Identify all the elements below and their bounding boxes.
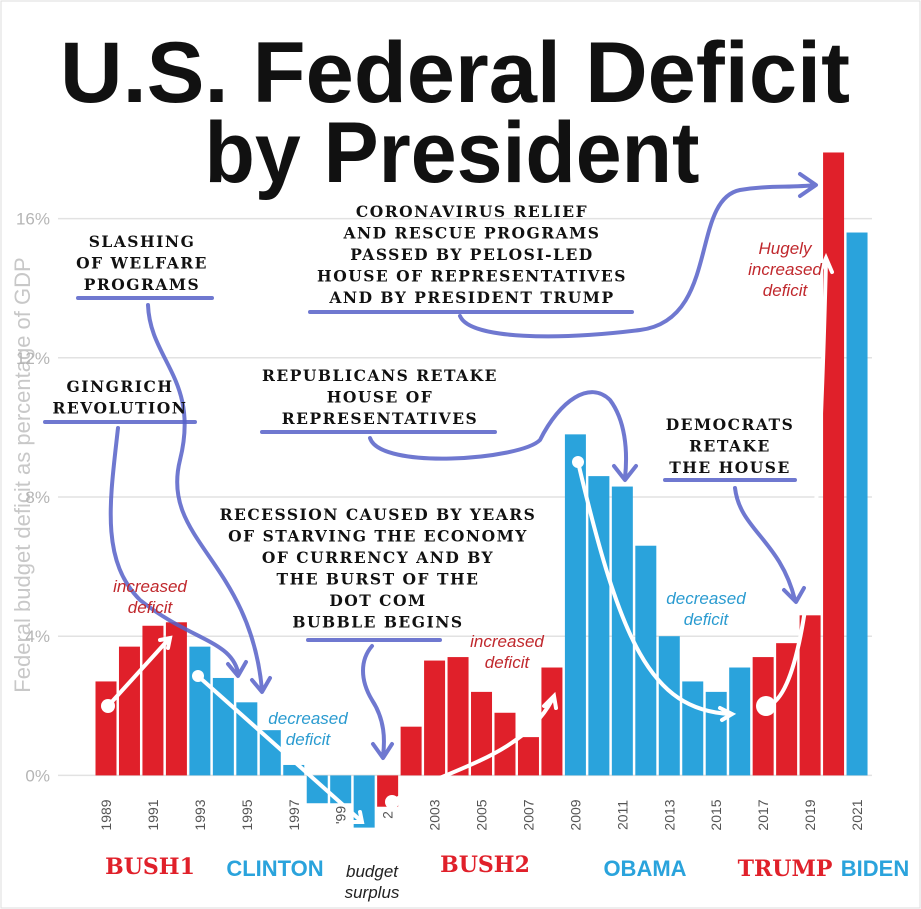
x-tick-label: 2013 <box>661 799 677 830</box>
y-tick-label: 4% <box>25 627 50 646</box>
bar <box>588 476 610 776</box>
annotation-text: OF WELFARE <box>76 254 208 273</box>
president-label: CLINTON <box>226 856 323 881</box>
annotation-text: REPUBLICANS RETAKE <box>262 366 498 385</box>
y-tick-label: 12% <box>16 349 50 368</box>
bar <box>611 486 633 776</box>
annotation-text: BUBBLE BEGINS <box>292 613 463 632</box>
x-tick-label: 2015 <box>708 799 724 830</box>
bar <box>424 660 446 776</box>
y-tick-label: 8% <box>25 488 50 507</box>
bar <box>494 712 516 776</box>
annotation-text: RETAKE <box>689 437 771 456</box>
annotation-text: OF CURRENCY AND BY <box>262 548 494 567</box>
x-tick-label: 2017 <box>755 799 771 830</box>
bar <box>471 691 493 776</box>
annotation-text: AND RESCUE PROGRAMS <box>342 224 600 243</box>
bar <box>752 657 774 776</box>
annotation-text: REVOLUTION <box>53 399 188 418</box>
note-text: deficit <box>485 653 531 672</box>
president-label: BUSH2 <box>440 852 530 878</box>
bar <box>517 737 539 776</box>
bar <box>330 775 352 804</box>
annotation-text: HOUSE OF <box>327 388 434 407</box>
president-label: OBAMA <box>603 856 686 881</box>
x-tick-label: 2021 <box>849 799 865 830</box>
y-axis-label: Federal budget deficit as percentage of … <box>10 257 35 692</box>
annotation-text: HOUSE OF REPRESENTATIVES <box>317 267 627 286</box>
bar <box>259 730 281 776</box>
bar <box>283 764 305 776</box>
note-text: deficit <box>128 598 174 617</box>
bar <box>165 622 187 776</box>
x-tick-label: 2009 <box>567 799 583 830</box>
bar <box>705 691 727 776</box>
annotation-text: RECESSION CAUSED BY YEARS <box>220 505 537 524</box>
bar <box>189 646 211 776</box>
annotation-text: AND BY PRESIDENT TRUMP <box>328 288 614 307</box>
note-text: Hugely <box>759 239 813 258</box>
annotations: 0% 4% 8% 12% 16% 1989 1991 1993 1995 1997 '99 2 2003… <box>16 202 909 902</box>
bar <box>118 646 140 776</box>
note-text: increased <box>113 577 187 596</box>
annotation-text: SLASHING <box>89 232 196 251</box>
note-text: budget <box>346 862 399 881</box>
bar <box>236 702 258 776</box>
note-text: decreased <box>268 709 348 728</box>
x-tick-label: '99 <box>333 806 349 824</box>
y-tick-label: 16% <box>16 210 50 229</box>
president-label: BIDEN <box>841 856 909 881</box>
bar <box>658 636 680 776</box>
note-text: decreased <box>666 589 746 608</box>
bar <box>682 681 704 776</box>
annotation-text: DEMOCRATS <box>666 415 795 434</box>
note-text: increased <box>748 260 822 279</box>
annotation-text: OF STARVING THE ECONOMY <box>228 527 528 546</box>
note-text: deficit <box>763 281 809 300</box>
bar <box>799 615 821 776</box>
x-tick-label: 1989 <box>98 799 114 830</box>
annotation-text: PASSED BY PELOSI-LED <box>350 245 593 264</box>
x-tick-label: 2003 <box>427 799 443 830</box>
y-tick-label: 0% <box>25 766 50 785</box>
president-label: TRUMP <box>738 856 833 882</box>
bars <box>95 152 868 828</box>
x-tick-label: 2019 <box>802 799 818 830</box>
chart-title: by President <box>205 105 700 201</box>
x-tick-label: 2011 <box>614 800 630 830</box>
bar <box>776 643 798 776</box>
bar <box>400 726 422 776</box>
bar <box>306 775 328 804</box>
bar <box>729 667 751 776</box>
bar <box>541 667 563 776</box>
annotation-text: PROGRAMS <box>84 275 201 294</box>
note-text: deficit <box>286 730 332 749</box>
annotation-text: THE BURST OF THE <box>277 570 480 589</box>
bar <box>447 657 469 776</box>
note-text: increased <box>470 632 544 651</box>
bar <box>823 152 845 776</box>
x-tick-label: 1995 <box>239 799 255 830</box>
annotation-text: CORONAVIRUS RELIEF <box>356 202 588 221</box>
note-text: deficit <box>684 610 730 629</box>
annotation-text: DOT COM <box>329 591 426 610</box>
bar <box>846 232 868 776</box>
annotation-text: GINGRICH <box>66 377 173 396</box>
x-tick-label: 1993 <box>192 799 208 830</box>
note-text: surplus <box>345 883 400 902</box>
hand-arrows <box>43 172 834 824</box>
annotation-text: THE HOUSE <box>669 458 791 477</box>
x-tick-label: 2007 <box>520 799 536 830</box>
x-tick-label: 2 <box>380 811 396 819</box>
x-tick-label: 1991 <box>145 799 161 830</box>
chart-title: U.S. Federal Deficit <box>60 25 850 121</box>
bar <box>564 434 586 776</box>
x-tick-label: 1997 <box>286 799 302 830</box>
bar <box>95 681 117 776</box>
annotation-text: REPRESENTATIVES <box>282 409 478 428</box>
x-tick-label: 2005 <box>474 799 490 830</box>
president-label: BUSH1 <box>105 854 195 880</box>
